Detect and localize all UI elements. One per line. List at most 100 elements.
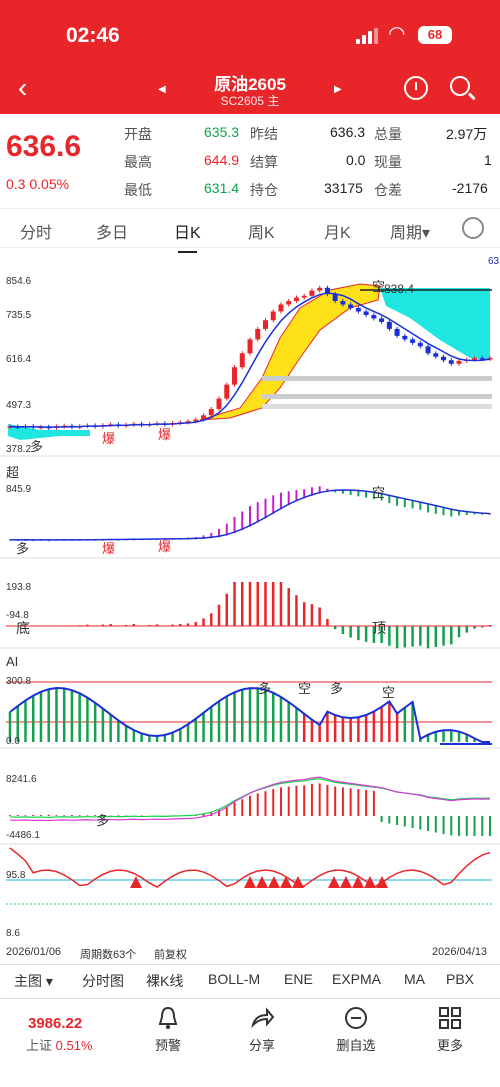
low-value: 631.4: [204, 180, 240, 196]
candle-body: [293, 297, 299, 302]
indicator-main[interactable]: 主图 ▾: [14, 973, 53, 989]
annot-kong-3: 空: [298, 681, 312, 696]
diff-value: -2176: [452, 180, 488, 196]
index-info[interactable]: 上证 0.51%: [26, 1035, 93, 1054]
next-contract-icon[interactable]: ▶: [334, 84, 342, 95]
vol-value: 2.97万: [446, 126, 488, 142]
tab-daily-k[interactable]: 日K: [174, 219, 201, 253]
chart-area[interactable]: 854.6 735.5 616.4 497.3 378.2 845.9 193.…: [0, 248, 500, 966]
annot-bao-1: 爆: [102, 431, 116, 446]
candle-body: [410, 339, 416, 343]
p4-line: [9, 687, 490, 743]
wifi-icon: ◠: [388, 23, 406, 45]
p6-arrow-mark: [256, 876, 268, 888]
p6-line: [9, 847, 491, 889]
annot-kong-2: 空: [372, 485, 386, 500]
indicator-ene[interactable]: ENE: [284, 971, 313, 987]
p2-axis-top: 845.9: [6, 484, 32, 495]
price-change: 0.3 0.05%: [6, 176, 70, 192]
candle-body: [371, 314, 377, 319]
contract-code: SC2605 主: [220, 94, 280, 108]
candle-body: [425, 346, 431, 354]
kline-chart[interactable]: [0, 248, 500, 948]
indicator-expma[interactable]: EXPMA: [332, 971, 382, 987]
main-axis-top: 854.6: [6, 276, 32, 287]
p6-arrow-mark: [328, 876, 340, 888]
candle-body: [278, 304, 284, 312]
search-icon[interactable]: [450, 76, 470, 96]
chart-footer: 2026/01/06 周期数63个 前复权 2026/04/13: [0, 944, 500, 964]
candle-body: [441, 356, 447, 361]
candle-body: [309, 290, 315, 296]
tab-weekly-k[interactable]: 周K: [248, 225, 275, 242]
candle-body: [262, 320, 268, 329]
candle-body: [193, 419, 199, 422]
candle-body: [386, 321, 392, 329]
candle-body: [332, 294, 338, 302]
index-value[interactable]: 3986.22: [28, 1015, 83, 1032]
indicator-pbx[interactable]: PBX: [446, 971, 475, 987]
back-icon[interactable]: ‹: [18, 72, 28, 103]
low-label: 最低: [124, 182, 152, 198]
end-date: 2026/04/13: [432, 946, 488, 958]
annot-ai: AI: [6, 654, 19, 669]
p6-arrow-mark: [244, 876, 256, 888]
status-time: 02:46: [66, 24, 120, 47]
candle-body: [402, 335, 408, 340]
bottom-bar: 3986.22 上证 0.51% 预警 分享 删自选 更多: [0, 998, 500, 1087]
prev-contract-icon[interactable]: ◀: [158, 84, 166, 95]
main-axis-bottom: 378.2: [6, 444, 32, 455]
cur-value: 1: [484, 152, 492, 168]
settle-label: 结算: [250, 154, 278, 170]
candle-body: [417, 342, 423, 347]
candle-body: [348, 304, 354, 308]
settle-value: 0.0: [346, 152, 366, 168]
tab-monthly-k[interactable]: 月K: [324, 225, 351, 242]
p6-arrow-mark: [364, 876, 376, 888]
candle-body: [255, 328, 261, 340]
settings-icon[interactable]: [462, 217, 484, 239]
tab-multiday[interactable]: 多日: [96, 225, 129, 242]
alarm-icon[interactable]: [404, 76, 428, 100]
remove-label: 删自选: [336, 1038, 376, 1053]
more-button[interactable]: 更多: [420, 1005, 480, 1054]
p6-axis-bottom: 8.6: [6, 928, 20, 939]
grey-band-2: [262, 394, 492, 399]
p6-arrow-mark: [268, 876, 280, 888]
p6-axis-top: 95.8: [6, 870, 26, 881]
p3-axis-top: 193.8: [6, 582, 32, 593]
indicator-boll-m[interactable]: BOLL-M: [208, 971, 261, 987]
share-button[interactable]: 分享: [232, 1005, 292, 1054]
p2-bars: [9, 486, 491, 542]
period-tabs: 分时 多日 日K 周K 月K 周期▾: [0, 208, 500, 253]
p3-bars: [78, 582, 492, 649]
indicator-ma[interactable]: MA: [404, 971, 425, 987]
oi-label: 持仓: [250, 182, 278, 198]
annot-peak: 838.4: [384, 282, 415, 296]
p6-arrow-mark: [292, 876, 304, 888]
grey-band-3: [262, 404, 492, 409]
indicator-intraday[interactable]: 分时图: [82, 973, 124, 989]
open-value: 635.3: [204, 124, 240, 140]
indicator-naked-k[interactable]: 裸K线: [146, 973, 184, 989]
annot-bao-2: 爆: [158, 427, 172, 442]
candle-body: [433, 353, 439, 357]
remove-watchlist-button[interactable]: 删自选: [326, 1005, 386, 1054]
battery-icon: 68: [418, 26, 452, 44]
annot-kong-1: 空: [372, 279, 386, 294]
start-date: 2026/01/06: [6, 946, 62, 958]
tab-intraday[interactable]: 分时: [20, 225, 53, 242]
tab-period[interactable]: 周期▾: [390, 225, 431, 242]
annot-right-tag: 63: [488, 256, 500, 267]
share-icon: [251, 1007, 275, 1029]
alert-button[interactable]: 预警: [138, 1005, 198, 1054]
minus-circle-icon: [345, 1007, 367, 1029]
index-name: 上证: [26, 1038, 53, 1053]
band-cyan-right: [380, 288, 490, 360]
grid-icon: [439, 1007, 461, 1029]
p5-axis-bottom: -4486.1: [6, 830, 40, 841]
annot-duo-4: 多: [330, 681, 344, 696]
candle-body: [216, 398, 222, 410]
p4-axis-bottom: 0.0: [6, 736, 20, 747]
candle-body: [201, 415, 207, 420]
